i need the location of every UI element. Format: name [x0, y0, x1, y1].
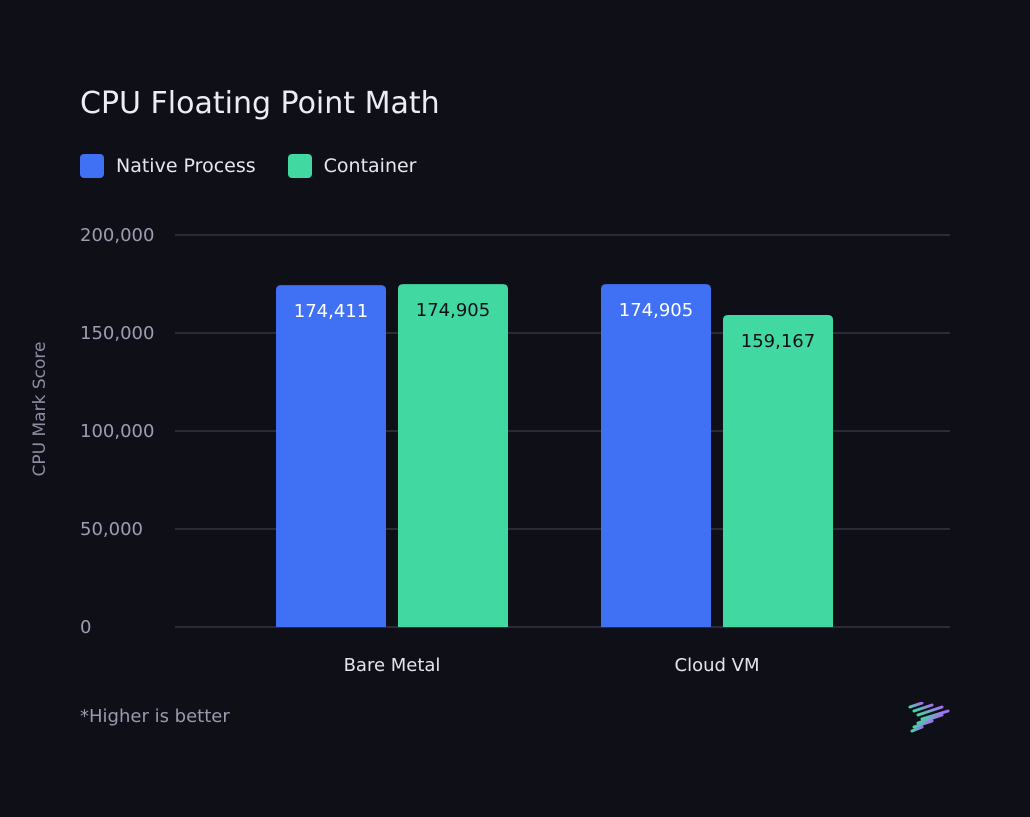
- legend-swatch-container: [287, 154, 312, 178]
- bar-native-process-bare-metal: [276, 285, 386, 627]
- bar-native-process-cloud-vm: [601, 284, 711, 627]
- x-category-label: Cloud VM: [675, 655, 760, 676]
- x-category-label: Bare Metal: [344, 655, 441, 676]
- y-tick-labels: 0 50,000 100,000 150,000 200,000: [80, 225, 154, 638]
- data-label: 174,905: [416, 300, 490, 321]
- bars: 174,411 174,905 174,905 159,167: [276, 284, 833, 627]
- legend: Native Process Container: [80, 154, 417, 178]
- legend-item-native-process: Native Process: [80, 154, 256, 178]
- bar-container-bare-metal: [398, 284, 508, 627]
- striped-arrow-logo-icon: [908, 702, 950, 733]
- data-label: 159,167: [741, 331, 815, 352]
- data-label: 174,905: [619, 300, 693, 321]
- footnote: *Higher is better: [80, 706, 230, 727]
- y-tick-label: 100,000: [80, 421, 154, 442]
- y-tick-label: 200,000: [80, 225, 154, 246]
- legend-label-native-process: Native Process: [116, 155, 256, 177]
- y-tick-label: 50,000: [80, 519, 143, 540]
- chart-title: CPU Floating Point Math: [80, 86, 440, 121]
- y-tick-label: 0: [80, 617, 91, 638]
- x-category-labels: Bare Metal Cloud VM: [344, 655, 760, 676]
- y-tick-label: 150,000: [80, 323, 154, 344]
- legend-swatch-native-process: [80, 154, 104, 178]
- bar-container-cloud-vm: [723, 315, 833, 627]
- legend-item-container: Container: [287, 154, 417, 178]
- data-label: 174,411: [294, 301, 368, 322]
- y-axis-label: CPU Mark Score: [30, 342, 50, 477]
- legend-label-container: Container: [323, 155, 417, 177]
